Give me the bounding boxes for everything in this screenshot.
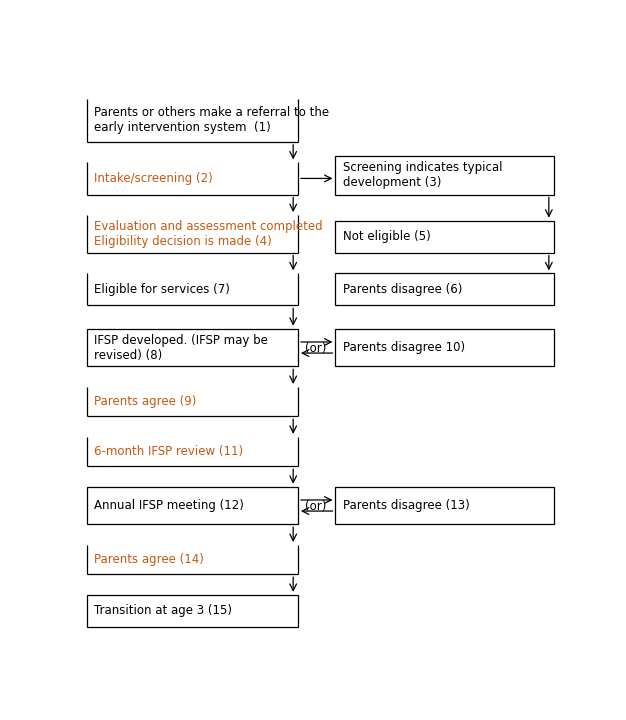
Text: Parents disagree (13): Parents disagree (13) [342, 499, 470, 512]
Text: Parents disagree 10): Parents disagree 10) [342, 341, 464, 354]
Text: Parents or others make a referral to the
early intervention system  (1): Parents or others make a referral to the… [95, 107, 329, 134]
Bar [87, 595, 298, 627]
Text: Screening indicates typical
development (3): Screening indicates typical development … [342, 161, 502, 189]
Bar [87, 328, 298, 366]
Bar [336, 273, 553, 305]
Bar [87, 487, 298, 524]
Bar [336, 328, 553, 366]
Text: 6-month IFSP review (11): 6-month IFSP review (11) [95, 445, 244, 458]
Text: Evaluation and assessment completed
Eligibility decision is made (4): Evaluation and assessment completed Elig… [95, 220, 323, 248]
Bar [336, 220, 553, 253]
Text: (or): (or) [305, 500, 327, 513]
Text: Parents agree (9): Parents agree (9) [95, 395, 197, 408]
Text: Parents disagree (6): Parents disagree (6) [342, 283, 462, 296]
Text: Intake/screening (2): Intake/screening (2) [95, 172, 213, 185]
Text: Transition at age 3 (15): Transition at age 3 (15) [95, 604, 232, 617]
Text: (or): (or) [305, 341, 327, 354]
Bar [336, 156, 553, 194]
Bar [336, 487, 553, 524]
Text: Parents agree (14): Parents agree (14) [95, 553, 204, 566]
Text: Annual IFSP meeting (12): Annual IFSP meeting (12) [95, 499, 244, 512]
Text: IFSP developed. (IFSP may be
revised) (8): IFSP developed. (IFSP may be revised) (8… [95, 333, 268, 361]
Text: Not eligible (5): Not eligible (5) [342, 230, 431, 243]
Text: Eligible for services (7): Eligible for services (7) [95, 283, 230, 296]
